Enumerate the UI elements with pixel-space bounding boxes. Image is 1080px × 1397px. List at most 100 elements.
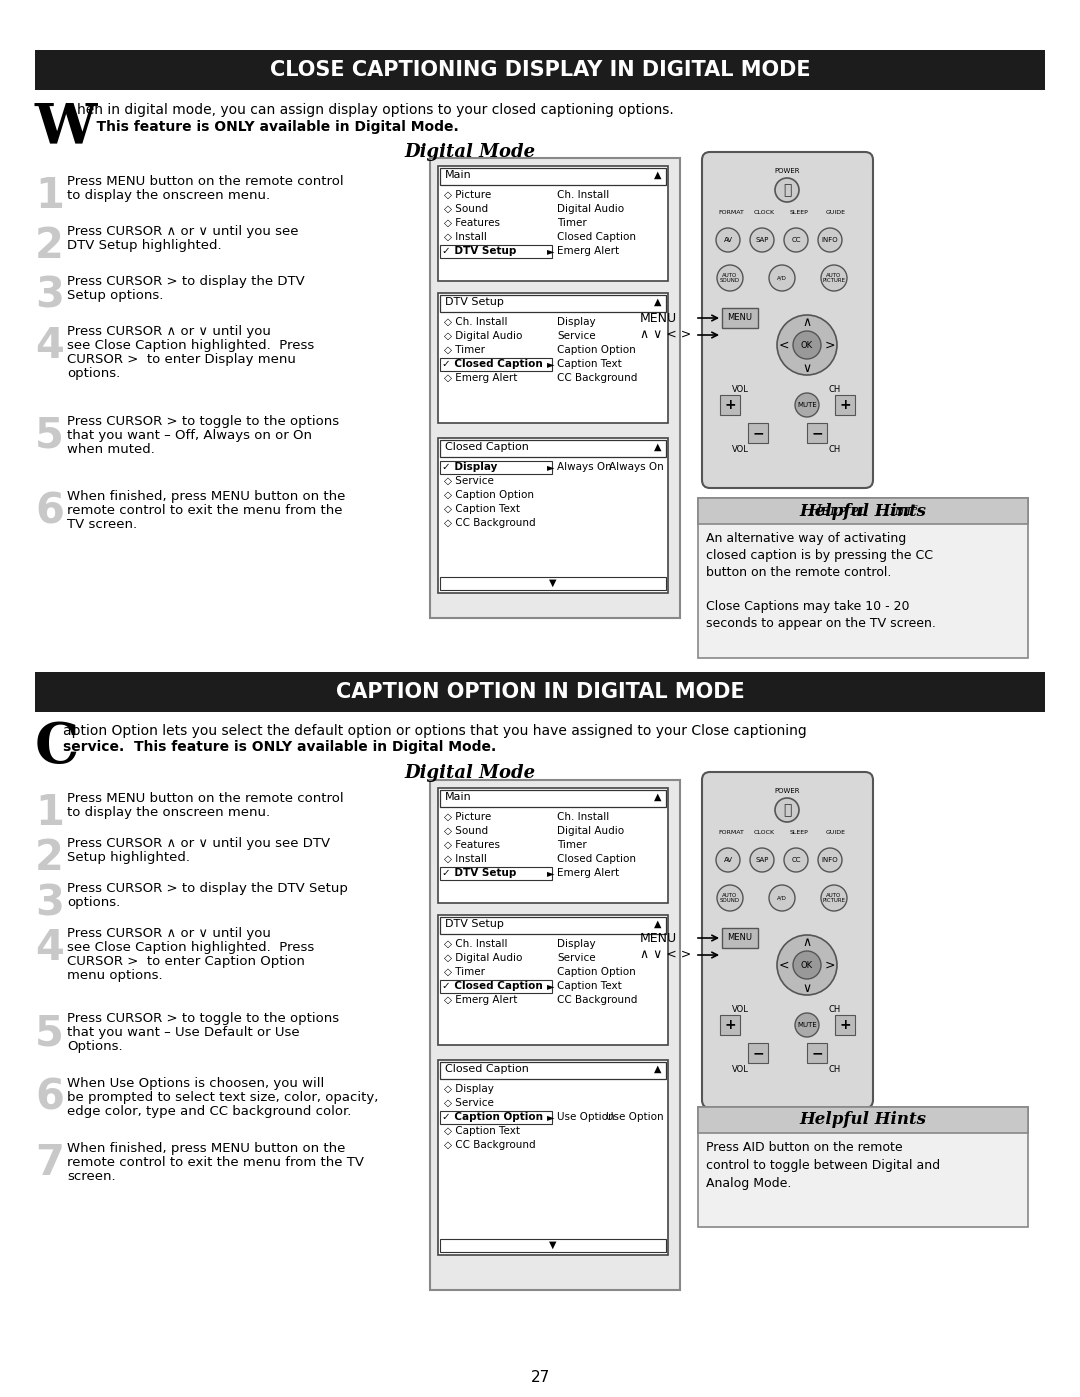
Text: seconds to appear on the TV screen.: seconds to appear on the TV screen. xyxy=(706,617,936,630)
Bar xyxy=(698,1106,1028,1227)
Bar xyxy=(440,440,666,457)
Text: 2: 2 xyxy=(35,225,64,267)
Text: −: − xyxy=(811,1046,823,1060)
Text: VOL: VOL xyxy=(731,444,748,454)
Text: TV screen.: TV screen. xyxy=(67,518,137,531)
Text: <: < xyxy=(779,958,789,971)
Bar xyxy=(723,928,758,949)
Text: MENU: MENU xyxy=(640,312,677,324)
FancyBboxPatch shape xyxy=(702,773,873,1108)
Text: MENU: MENU xyxy=(728,933,753,943)
Text: 5: 5 xyxy=(35,1011,64,1053)
Text: ∨: ∨ xyxy=(802,982,811,995)
Text: ◇ Features: ◇ Features xyxy=(444,218,500,228)
Text: ⏻: ⏻ xyxy=(783,803,792,817)
Text: When Use Options is choosen, you will: When Use Options is choosen, you will xyxy=(67,1077,324,1090)
Text: ►: ► xyxy=(546,1112,554,1122)
Text: Always On: Always On xyxy=(557,462,611,472)
Bar xyxy=(835,395,855,415)
Text: ►: ► xyxy=(546,462,554,472)
Text: Closed Caption: Closed Caption xyxy=(557,232,636,242)
Text: DTV Setup: DTV Setup xyxy=(445,919,504,929)
Text: AV: AV xyxy=(724,237,732,243)
Text: SAP: SAP xyxy=(755,856,769,863)
Text: ◇ Caption Option: ◇ Caption Option xyxy=(444,490,534,500)
Text: Use Option: Use Option xyxy=(557,1112,615,1122)
Text: SAP: SAP xyxy=(755,237,769,243)
Text: ◇ Caption Text: ◇ Caption Text xyxy=(444,504,519,514)
Text: CAPTION OPTION IN DIGITAL MODE: CAPTION OPTION IN DIGITAL MODE xyxy=(336,682,744,703)
Text: −: − xyxy=(752,1046,764,1060)
Bar xyxy=(440,1111,552,1125)
Text: ∧: ∧ xyxy=(802,936,811,949)
Text: ◇ Picture: ◇ Picture xyxy=(444,190,491,200)
Text: INFO: INFO xyxy=(822,237,838,243)
Text: CH: CH xyxy=(828,384,841,394)
Bar xyxy=(440,358,552,372)
Text: ∧ ∨ < >: ∧ ∨ < > xyxy=(640,949,691,961)
Text: ◇ Sound: ◇ Sound xyxy=(444,204,488,214)
Text: −: − xyxy=(811,426,823,440)
Text: 3: 3 xyxy=(35,882,64,923)
Text: POWER: POWER xyxy=(774,168,800,175)
Bar xyxy=(438,166,669,281)
Circle shape xyxy=(795,393,819,416)
Text: ►: ► xyxy=(546,868,554,877)
Text: CURSOR >  to enter Display menu: CURSOR > to enter Display menu xyxy=(67,353,296,366)
Text: +: + xyxy=(725,398,735,412)
Text: When finished, press MENU button on the: When finished, press MENU button on the xyxy=(67,1141,346,1155)
Bar xyxy=(438,788,669,902)
Text: CLOCK: CLOCK xyxy=(754,210,775,215)
Text: C: C xyxy=(35,719,79,775)
Text: CC: CC xyxy=(792,856,800,863)
Text: ▲: ▲ xyxy=(654,919,662,929)
Text: When finished, press MENU button on the: When finished, press MENU button on the xyxy=(67,490,346,503)
Text: Digital Mode: Digital Mode xyxy=(404,142,536,161)
Text: ∧: ∧ xyxy=(802,316,811,328)
Text: ✓ DTV Setup: ✓ DTV Setup xyxy=(442,868,516,877)
Text: DTV Setup: DTV Setup xyxy=(445,298,504,307)
Text: Press CURSOR ∧ or ∨ until you: Press CURSOR ∧ or ∨ until you xyxy=(67,326,271,338)
Text: FORMAT: FORMAT xyxy=(718,830,744,835)
Text: Service: Service xyxy=(557,331,596,341)
Text: Setup highlighted.: Setup highlighted. xyxy=(67,851,190,863)
Text: +: + xyxy=(725,1018,735,1032)
FancyBboxPatch shape xyxy=(702,152,873,488)
Text: Setup options.: Setup options. xyxy=(67,289,163,302)
Text: Ch. Install: Ch. Install xyxy=(557,190,609,200)
Bar xyxy=(438,439,669,592)
Text: +: + xyxy=(839,398,851,412)
Bar xyxy=(720,395,740,415)
Text: see Close Caption highlighted.  Press: see Close Caption highlighted. Press xyxy=(67,942,314,954)
Text: 1: 1 xyxy=(35,792,64,834)
Text: ◇ CC Background: ◇ CC Background xyxy=(444,518,536,528)
Text: GUIDE: GUIDE xyxy=(826,830,846,835)
Text: Close Captions may take 10 - 20: Close Captions may take 10 - 20 xyxy=(706,599,909,613)
Text: 3: 3 xyxy=(35,275,64,317)
Text: OK: OK xyxy=(801,961,813,970)
Circle shape xyxy=(750,848,774,872)
Circle shape xyxy=(784,228,808,251)
Circle shape xyxy=(777,314,837,374)
Text: options.: options. xyxy=(67,895,120,909)
Text: ▲: ▲ xyxy=(654,298,662,307)
Text: ◇ Timer: ◇ Timer xyxy=(444,967,485,977)
Text: button on the remote control.: button on the remote control. xyxy=(706,566,891,578)
Text: Display: Display xyxy=(557,317,596,327)
Text: CH: CH xyxy=(828,1065,841,1073)
Circle shape xyxy=(818,848,842,872)
Text: aption Option lets you select the default option or options that you have assign: aption Option lets you select the defaul… xyxy=(63,724,807,738)
Bar xyxy=(430,780,680,1289)
Text: service.  This feature is ONLY available in Digital Mode.: service. This feature is ONLY available … xyxy=(63,740,496,754)
Circle shape xyxy=(775,177,799,203)
Text: ✓ Caption Option: ✓ Caption Option xyxy=(442,1112,543,1122)
Text: ◇ Install: ◇ Install xyxy=(444,854,487,863)
Circle shape xyxy=(784,848,808,872)
Text: Emerg Alert: Emerg Alert xyxy=(557,868,619,877)
Text: This feature is ONLY available in Digital Mode.: This feature is ONLY available in Digita… xyxy=(77,120,459,134)
Text: control to toggle between Digital and: control to toggle between Digital and xyxy=(706,1160,940,1172)
Text: ◇ Sound: ◇ Sound xyxy=(444,826,488,835)
Circle shape xyxy=(793,331,821,359)
Text: Emerg Alert: Emerg Alert xyxy=(557,246,619,256)
Text: menu options.: menu options. xyxy=(67,970,163,982)
